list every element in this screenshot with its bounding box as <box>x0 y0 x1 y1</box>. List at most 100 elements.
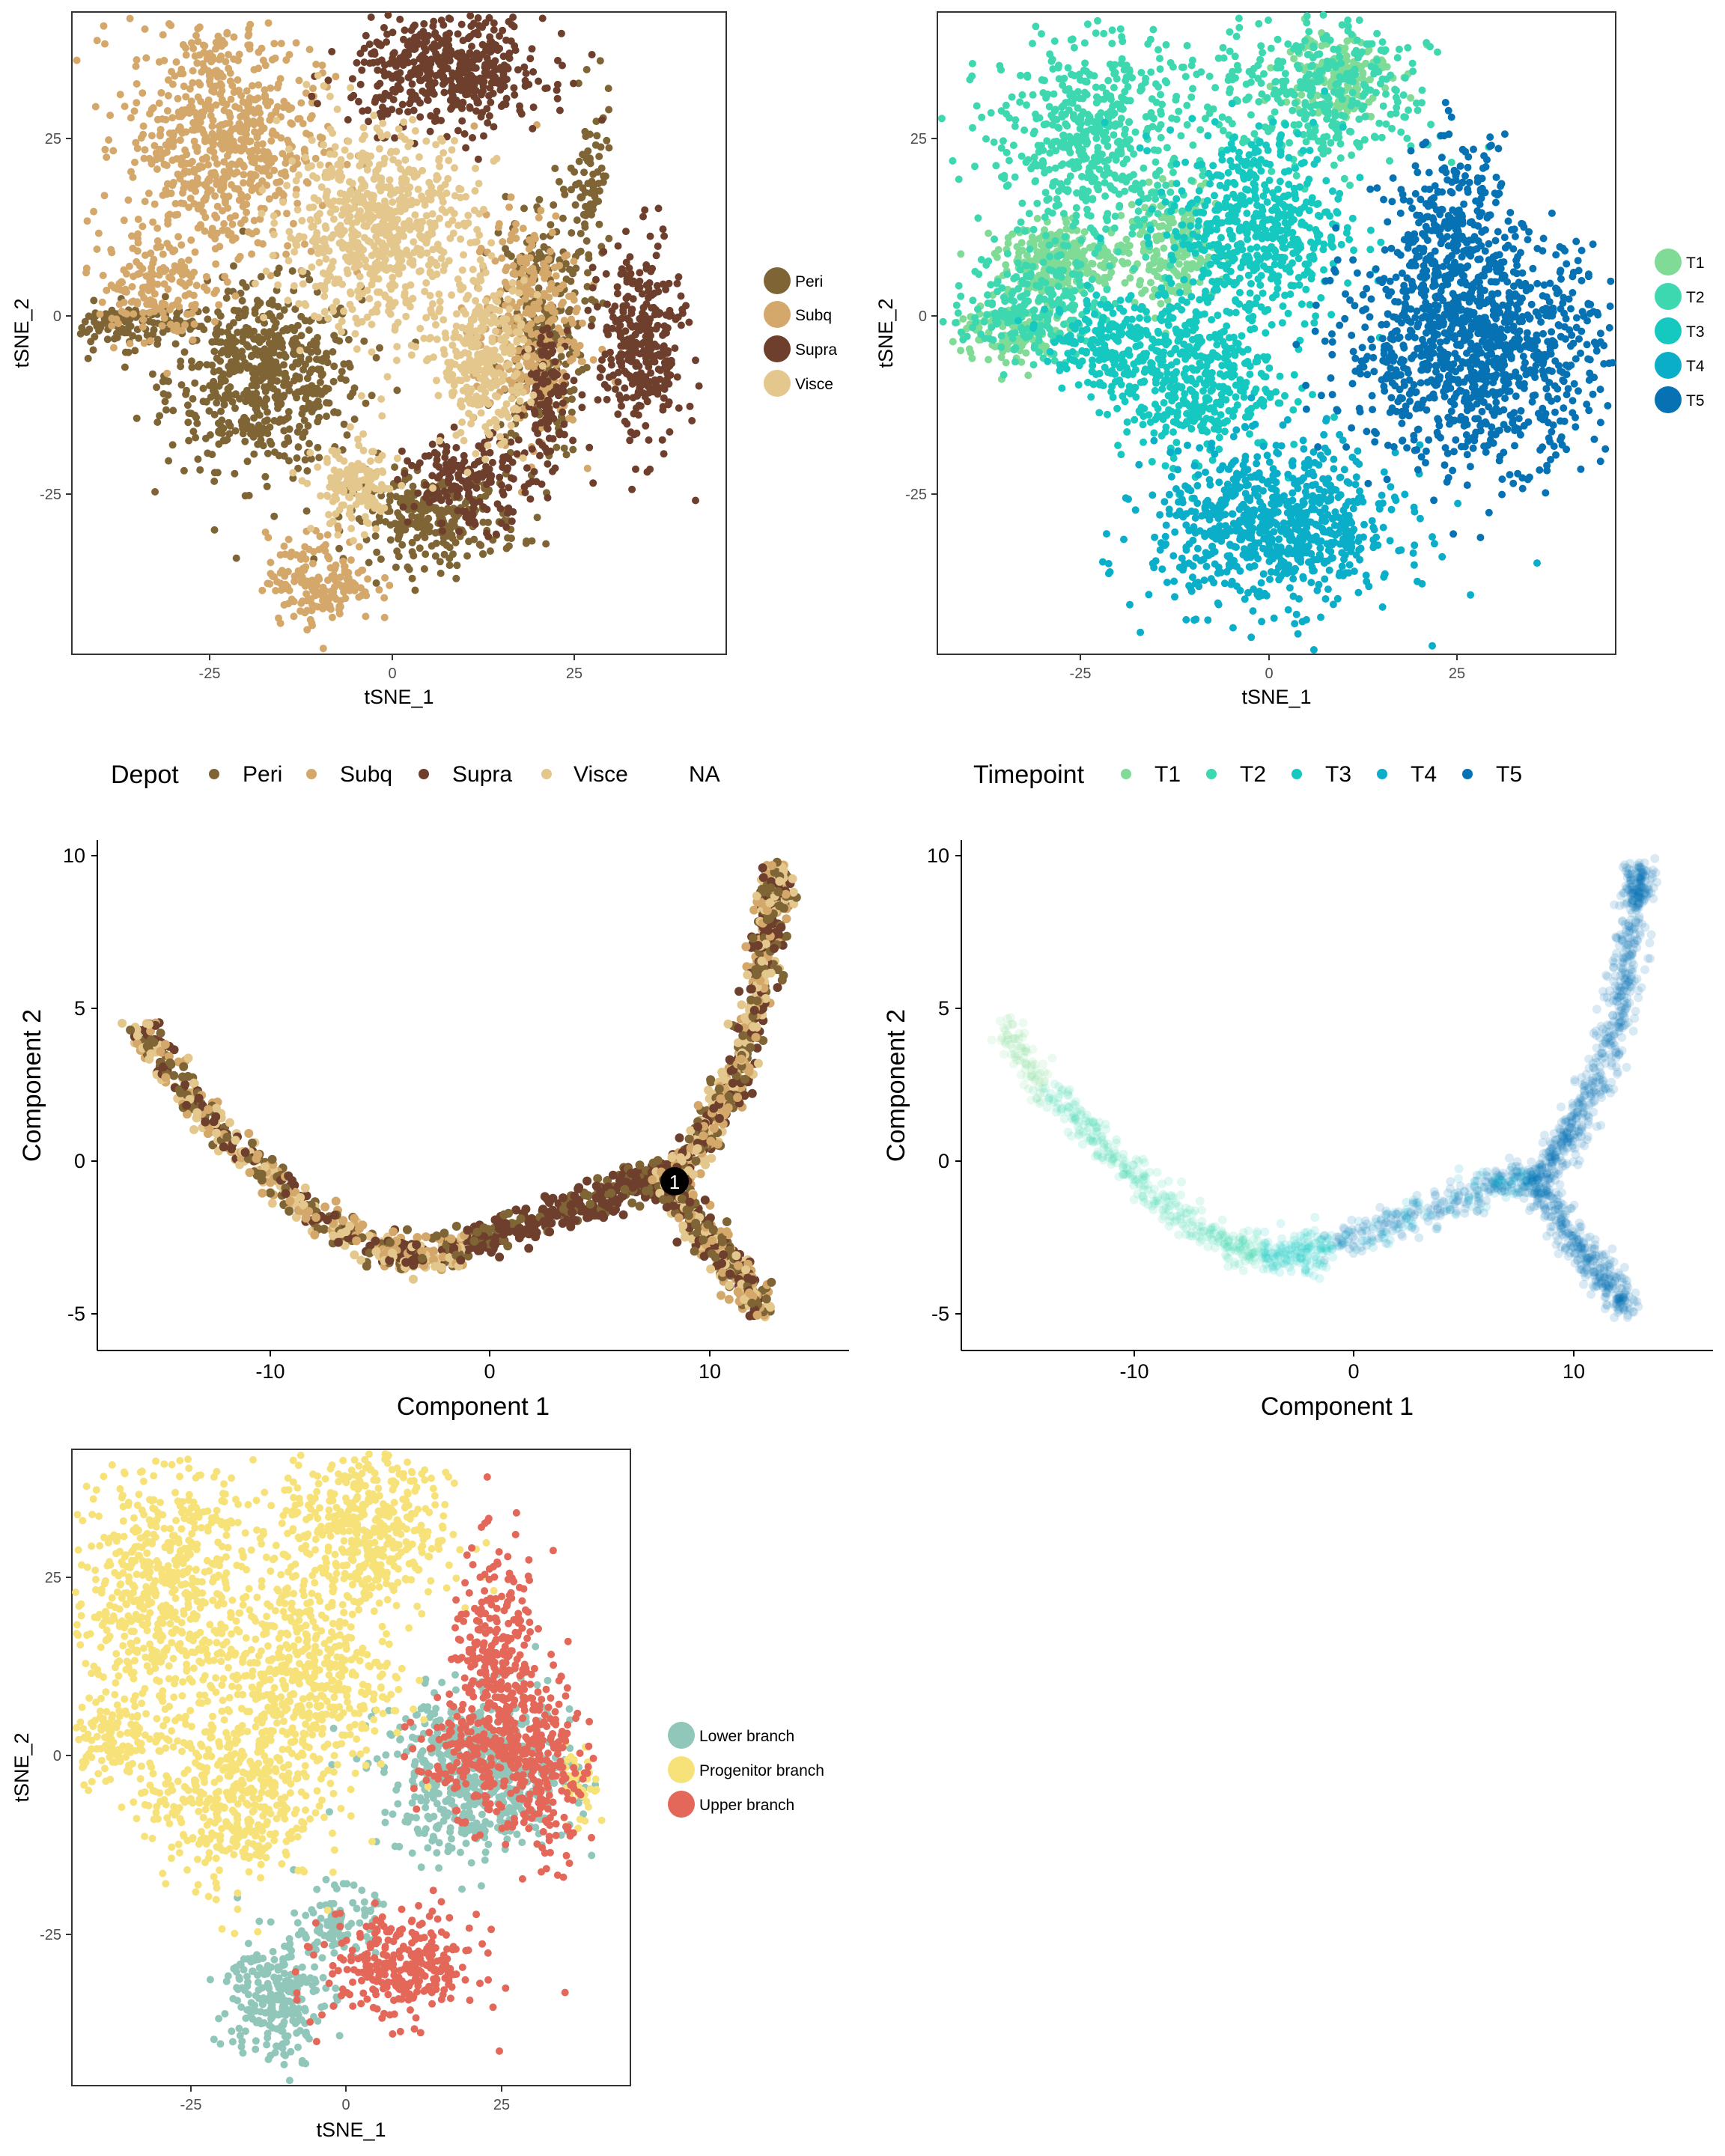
peri-point <box>571 168 579 176</box>
visce-point <box>339 226 347 234</box>
subq-point <box>235 196 243 204</box>
visce-point <box>303 479 311 487</box>
visce-point <box>355 482 363 490</box>
visce-point <box>486 418 494 427</box>
peri-point <box>293 428 302 436</box>
visce-point <box>425 178 433 186</box>
subq-point <box>174 94 182 103</box>
supra-point <box>641 206 649 214</box>
supra-point <box>525 80 533 88</box>
peri-point <box>261 472 270 481</box>
visce-point <box>477 409 485 417</box>
visce-point <box>308 136 316 144</box>
peri-point <box>435 511 443 519</box>
subq-point <box>189 118 198 127</box>
peri-point <box>264 449 272 457</box>
peri-point <box>210 477 219 485</box>
subq-point <box>223 30 231 38</box>
peri-point <box>290 326 299 335</box>
supra-point <box>419 51 427 59</box>
visce-point <box>433 174 442 182</box>
visce-point <box>335 454 344 463</box>
supra-point <box>416 459 424 467</box>
peri-point <box>605 144 613 152</box>
peri-point <box>443 505 451 513</box>
subq-point <box>172 58 180 66</box>
peri-point <box>585 251 593 259</box>
peri-point <box>243 421 252 430</box>
supra-point <box>661 380 669 388</box>
peri-point <box>560 444 568 452</box>
subq-point <box>126 340 134 347</box>
visce-point <box>491 392 499 400</box>
visce-point <box>436 305 444 313</box>
visce-point <box>439 149 448 157</box>
peri-point <box>223 436 231 444</box>
peri-point <box>315 454 323 462</box>
subq-point <box>133 144 142 153</box>
visce-point <box>406 258 414 267</box>
subq-point <box>140 293 148 302</box>
peri-point <box>231 391 239 399</box>
supra-point <box>493 500 502 508</box>
supra-point <box>606 348 614 356</box>
visce-point <box>395 125 403 133</box>
subq-point <box>234 56 242 64</box>
visce-point <box>416 246 425 254</box>
peri-point <box>261 345 269 353</box>
subq-point <box>155 99 163 107</box>
peri-point <box>581 127 589 135</box>
subq-point <box>239 145 247 153</box>
visce-point <box>381 291 389 299</box>
subq-point <box>157 89 165 97</box>
subq-point <box>231 124 240 133</box>
peri-point <box>555 177 563 186</box>
subq-point <box>235 50 243 58</box>
visce-point <box>347 186 355 195</box>
supra-point <box>358 66 366 74</box>
peri-point <box>428 542 436 550</box>
peri-point <box>280 452 288 460</box>
visce-point <box>310 312 318 320</box>
subq-point <box>181 321 189 329</box>
supra-point <box>611 385 619 393</box>
visce-point <box>429 484 437 492</box>
peri-point <box>486 547 494 555</box>
visce-point <box>358 497 366 505</box>
visce-point <box>295 171 303 179</box>
subq-point <box>181 146 189 154</box>
subq-point <box>198 60 207 68</box>
visce-point <box>422 278 431 287</box>
supra-point <box>505 18 513 25</box>
subq-point <box>210 148 218 156</box>
supra-point <box>401 54 409 62</box>
subq-point <box>224 204 232 212</box>
visce-point <box>457 235 465 243</box>
subq-point <box>578 358 586 366</box>
subq-point <box>355 593 363 601</box>
subq-point <box>233 168 241 177</box>
subq-point <box>188 309 196 317</box>
subq-point <box>73 56 81 64</box>
subq-point <box>211 317 219 326</box>
subq-point <box>216 243 224 251</box>
subq-point <box>82 269 91 277</box>
visce-point <box>473 278 481 286</box>
peri-point <box>305 326 313 334</box>
peri-point <box>165 457 173 465</box>
supra-point <box>457 63 465 71</box>
subq-point <box>296 607 305 615</box>
supra-point <box>390 49 398 57</box>
supra-point <box>529 103 538 112</box>
supra-point <box>513 450 521 458</box>
visce-point <box>414 185 422 193</box>
subq-point <box>319 583 327 591</box>
peri-point <box>323 359 332 367</box>
visce-point <box>332 495 341 503</box>
supra-point <box>523 464 531 472</box>
subq-point <box>191 52 199 60</box>
subq-point <box>164 216 172 225</box>
subq-point <box>528 241 536 249</box>
visce-point <box>328 165 335 173</box>
visce-point <box>348 232 356 240</box>
